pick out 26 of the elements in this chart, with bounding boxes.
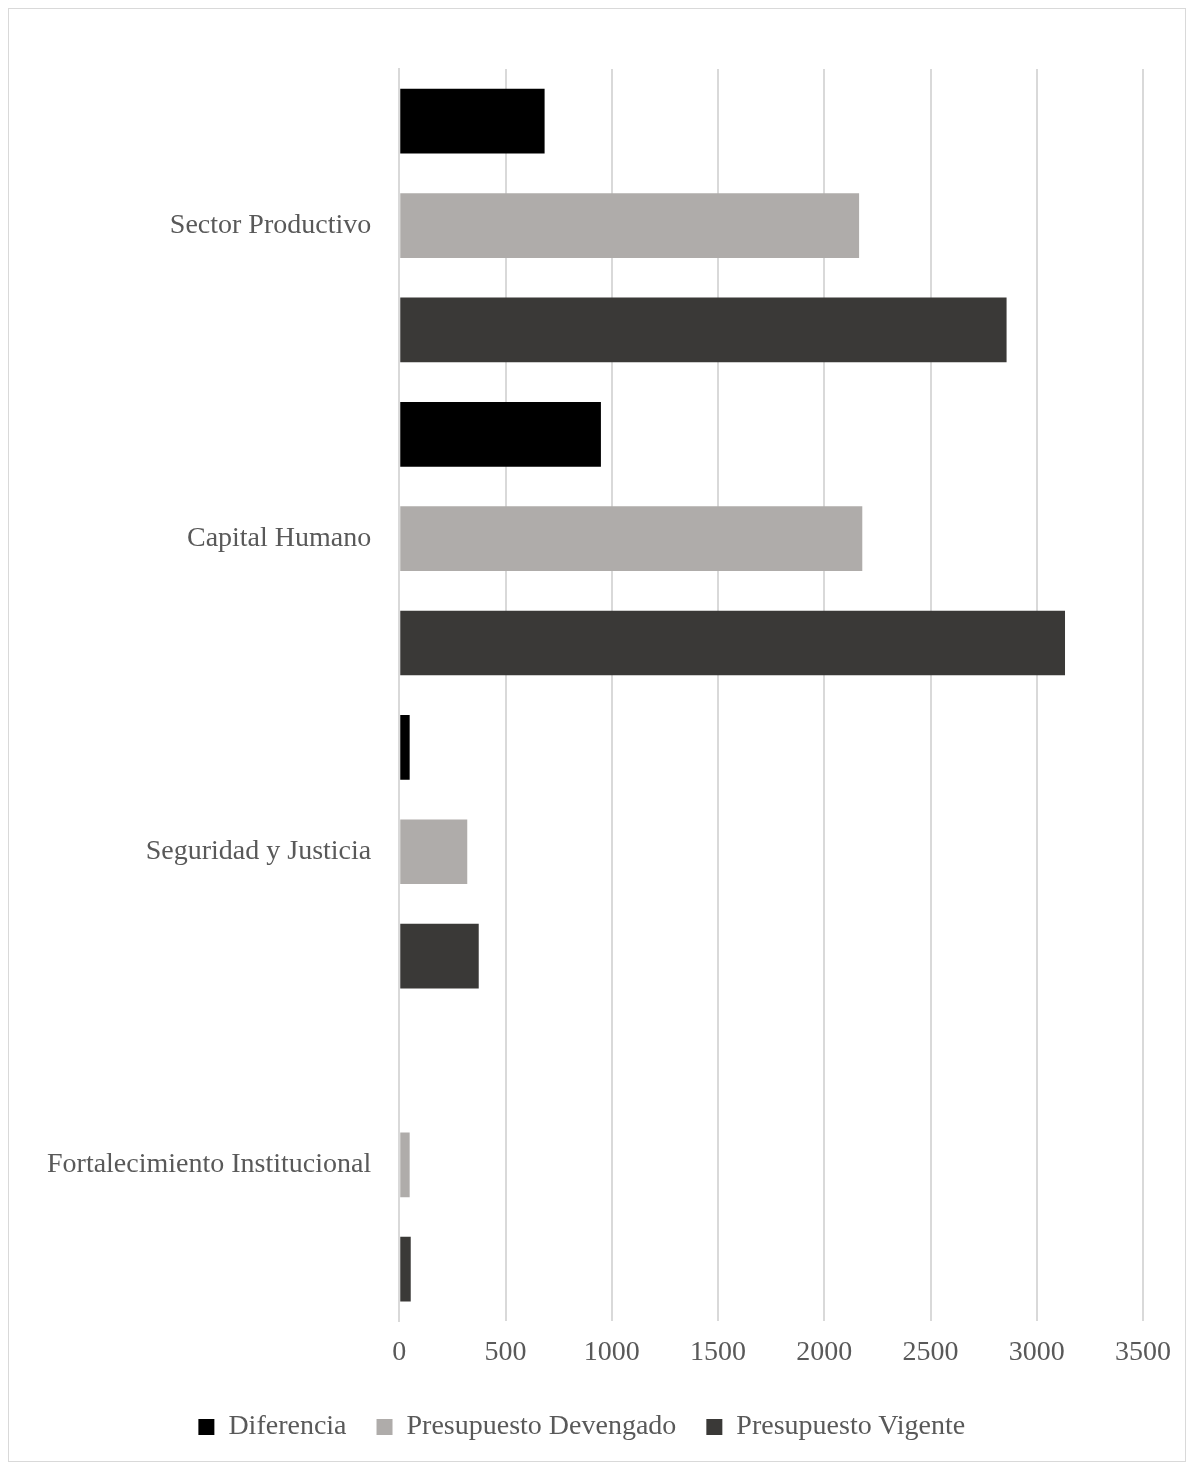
y-tick-label: Seguridad y Justicia [145,834,372,866]
bar [400,401,601,467]
bar [400,923,479,989]
x-tick-label: 1500 [690,1334,746,1366]
x-tick-label: 3500 [1115,1334,1171,1366]
x-tick-label: 0 [392,1334,407,1366]
bar [400,1236,411,1302]
y-tick-label: Capital Humano [186,521,372,553]
legend-label: Presupuesto Devengado [406,1409,677,1441]
legend-label: Diferencia [228,1409,348,1441]
bar [400,506,863,571]
bar [400,610,1066,676]
x-tick-label: 3000 [1008,1334,1065,1366]
bar [400,819,468,885]
x-tick-label: 2000 [796,1334,853,1366]
bar [400,193,860,258]
x-tick-label: 500 [484,1334,527,1366]
bar [400,88,545,154]
bar [400,1132,410,1198]
legend-label: Presupuesto Vigente [736,1409,966,1441]
bar [400,715,410,780]
y-tick-label: Sector Productivo [169,207,372,239]
x-tick-label: 2500 [902,1334,959,1366]
x-tick-label: 1000 [583,1334,640,1366]
bar [400,297,1007,363]
y-tick-label: Fortalecimiento Institucional [46,1147,372,1179]
